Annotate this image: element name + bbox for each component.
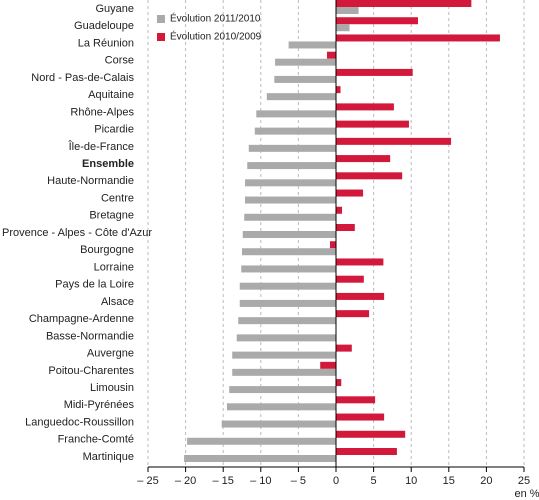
bar — [187, 437, 336, 445]
bar — [336, 258, 384, 266]
bar — [184, 455, 336, 462]
bar — [336, 24, 350, 32]
y-tick-label: La Réunion — [78, 37, 134, 49]
bar — [336, 275, 364, 283]
y-tick-label: Aquitaine — [88, 89, 134, 101]
x-tick-label: – 5 — [291, 475, 306, 487]
bar — [336, 430, 406, 438]
y-tick-label: Provence - Alpes - Côte d'Azur — [2, 227, 152, 239]
bar — [336, 224, 355, 231]
bar — [247, 162, 336, 170]
bar — [336, 86, 341, 94]
y-tick-label: Île-de-France — [68, 140, 134, 153]
legend-label: Évolution 2011/2010 — [170, 12, 261, 25]
bar — [248, 144, 336, 152]
y-tick-label: Corse — [105, 55, 134, 67]
bar — [245, 196, 336, 204]
x-tick-label: 0 — [333, 475, 339, 487]
bar — [242, 231, 336, 238]
legend-swatch — [157, 33, 165, 41]
bar — [326, 51, 336, 59]
bar — [336, 448, 397, 455]
y-tick-label: Franche-Comté — [58, 434, 134, 446]
bar — [336, 292, 385, 300]
y-tick-label: Martinique — [83, 451, 134, 463]
bar — [236, 334, 336, 342]
y-tick-label: Bretagne — [89, 210, 134, 222]
y-tick-label: Pays de la Loire — [55, 279, 134, 291]
bar — [336, 206, 343, 214]
bar — [245, 179, 336, 187]
y-tick-label: Centre — [101, 192, 134, 204]
bar — [336, 7, 359, 14]
x-tick-label: – 15 — [212, 475, 233, 487]
bar — [336, 172, 403, 180]
x-tick-label: – 10 — [250, 475, 271, 487]
legend-label: Évolution 2010/2009 — [170, 30, 262, 43]
bar — [336, 17, 418, 25]
y-tick-label: Alsace — [101, 296, 134, 308]
y-tick-label: Champagne-Ardenne — [29, 313, 134, 325]
x-tick-label: 5 — [371, 475, 377, 487]
y-tick-label: Rhône-Alpes — [70, 106, 134, 118]
bar — [226, 403, 336, 411]
y-tick-label: Nord - Pas-de-Calais — [31, 72, 134, 84]
bar — [229, 386, 336, 394]
bar — [336, 34, 500, 42]
y-tick-label: Guadeloupe — [74, 20, 134, 32]
bar — [288, 41, 336, 49]
y-tick-label: Picardie — [94, 124, 134, 136]
bar — [336, 189, 364, 197]
y-tick-label: Guyane — [95, 3, 134, 15]
bar — [336, 396, 376, 404]
bar — [336, 0, 472, 7]
y-tick-label: Poitou-Charentes — [48, 365, 134, 377]
bar — [241, 265, 336, 273]
bar — [244, 213, 336, 221]
x-tick-label: – 25 — [137, 475, 158, 487]
y-tick-label: Lorraine — [94, 261, 134, 273]
y-tick-label: Limousin — [90, 382, 134, 394]
bar — [336, 310, 370, 318]
x-tick-label: – 20 — [175, 475, 196, 487]
bar — [239, 282, 336, 290]
bar — [275, 58, 336, 66]
bar — [320, 361, 336, 369]
bar — [336, 379, 342, 387]
x-tick-label: 10 — [405, 475, 417, 487]
bar — [336, 68, 413, 76]
bar — [266, 93, 336, 101]
bar — [336, 155, 391, 163]
bar — [238, 317, 336, 325]
bar — [232, 351, 336, 359]
bar — [336, 344, 352, 352]
y-tick-label: Auvergne — [87, 348, 134, 360]
bar — [336, 120, 409, 128]
x-tick-label: 15 — [443, 475, 455, 487]
x-tick-label: 25 — [518, 475, 530, 487]
bar — [239, 299, 336, 307]
y-tick-label: Bourgogne — [80, 244, 134, 256]
bar — [254, 127, 336, 135]
y-tick-label: Midi-Pyrénées — [64, 399, 135, 411]
x-axis-label: en % — [514, 488, 539, 500]
bar — [274, 75, 336, 83]
legend-swatch — [157, 15, 165, 23]
bar — [336, 103, 394, 111]
y-tick-label: Ensemble — [82, 158, 134, 170]
bar — [242, 248, 336, 256]
y-tick-label: Languedoc-Roussillon — [25, 416, 134, 428]
bar — [336, 137, 452, 145]
bar — [336, 413, 385, 421]
bar — [221, 420, 336, 428]
bar — [256, 110, 336, 118]
y-tick-label: Basse-Normandie — [46, 330, 134, 342]
x-tick-label: 20 — [480, 475, 492, 487]
bar — [232, 368, 336, 376]
y-tick-label: Haute-Normandie — [47, 175, 134, 187]
bar — [329, 241, 336, 249]
